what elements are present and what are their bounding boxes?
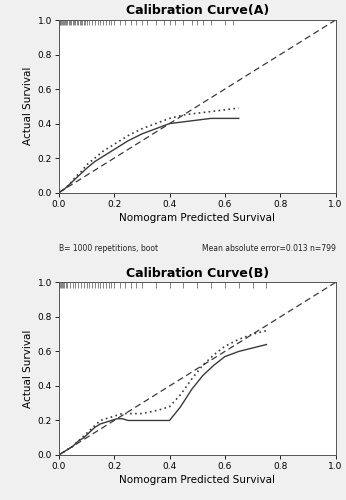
X-axis label: Nomogram Predicted Survival: Nomogram Predicted Survival	[119, 212, 275, 222]
X-axis label: Nomogram Predicted Survival: Nomogram Predicted Survival	[119, 475, 275, 485]
Y-axis label: Actual Survival: Actual Survival	[23, 67, 33, 146]
Text: B= 1000 repetitions, boot: B= 1000 repetitions, boot	[59, 244, 158, 254]
Y-axis label: Actual Survival: Actual Survival	[23, 330, 33, 408]
Title: Calibration Curve(B): Calibration Curve(B)	[126, 267, 269, 280]
Title: Calibration Curve(A): Calibration Curve(A)	[126, 4, 269, 18]
Text: Mean absolute error=0.013 n=799: Mean absolute error=0.013 n=799	[202, 244, 336, 254]
